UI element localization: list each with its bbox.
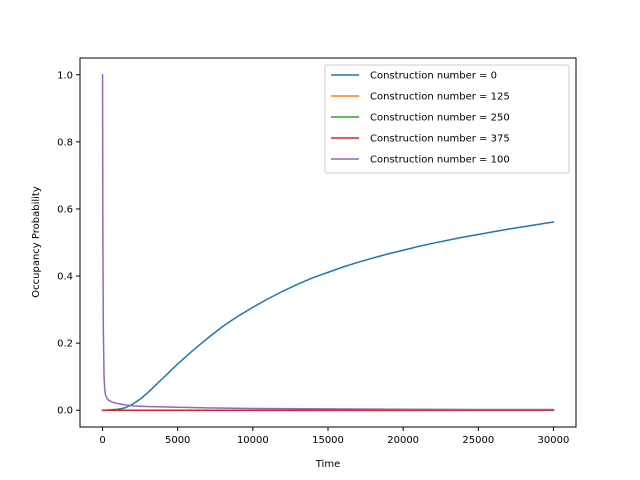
legend-label-3: Construction number = 375 — [370, 134, 510, 145]
legend-label-2: Construction number = 250 — [370, 113, 510, 124]
legend: Construction number = 0 Construction numb… — [324, 64, 570, 174]
y-tick-label: 0.4 — [57, 272, 73, 283]
x-tick-label: 0 — [99, 435, 105, 446]
x-tick-label: 20000 — [387, 435, 419, 446]
series-line-0 — [101, 221, 555, 412]
x-axis-ticks: 0 5000 10000 15000 20000 25000 30000 — [99, 427, 569, 446]
y-axis-label: Occupancy Probability — [31, 186, 42, 298]
y-tick-label: 1.0 — [57, 70, 73, 81]
series-layer — [101, 74, 555, 412]
y-tick-label: 0.2 — [57, 339, 73, 350]
y-tick-label: 0.6 — [57, 204, 73, 215]
legend-label-0: Construction number = 0 — [370, 71, 497, 82]
x-tick-label: 15000 — [312, 435, 344, 446]
legend-box — [324, 64, 570, 174]
y-tick-label: 0.8 — [57, 137, 73, 148]
x-tick-label: 30000 — [538, 435, 570, 446]
y-axis-ticks: 0.0 0.2 0.4 0.6 0.8 1.0 — [57, 70, 80, 417]
series-line-4 — [101, 74, 555, 411]
x-axis-label: Time — [315, 459, 340, 470]
legend-label-1: Construction number = 125 — [370, 92, 510, 103]
x-tick-label: 25000 — [462, 435, 494, 446]
x-tick-label: 5000 — [165, 435, 190, 446]
x-tick-label: 10000 — [237, 435, 269, 446]
legend-label-4: Construction number = 100 — [370, 155, 510, 166]
y-tick-label: 0.0 — [57, 406, 73, 417]
